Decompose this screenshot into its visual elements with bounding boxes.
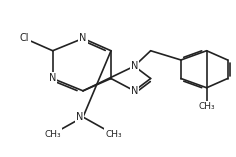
Text: N: N	[131, 61, 138, 71]
Text: CH₃: CH₃	[105, 130, 122, 138]
Text: N: N	[76, 112, 83, 122]
Text: CH₃: CH₃	[198, 102, 215, 111]
Text: N: N	[131, 86, 138, 96]
Text: N: N	[79, 33, 87, 43]
Text: CH₃: CH₃	[44, 130, 61, 138]
Text: N: N	[49, 73, 56, 84]
Text: Cl: Cl	[20, 33, 30, 43]
